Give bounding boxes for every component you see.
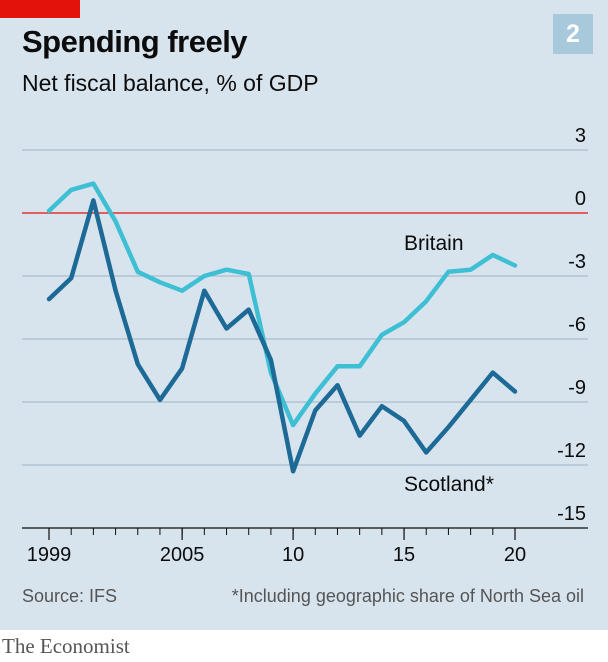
publisher-brand: The Economist [2,634,130,658]
y-tick-label: 0 [575,188,586,210]
series-line-scotland [46,198,518,474]
x-tick-label: 20 [504,544,526,566]
line-chart: 3 0 -3 -6 -9 -12 -15 1999 2005 10 15 20 Britain Scotl… [22,125,588,566]
x-tick-label: 10 [282,544,304,566]
x-tick-label: 15 [393,544,415,566]
y-tick-label: -15 [557,503,586,525]
series-line-britain [46,181,518,428]
chart-subtitle: Net fiscal balance, % of GDP [22,70,319,96]
footnote: *Including geographic share of North Sea… [231,586,584,606]
x-tick-label: 2005 [160,544,205,566]
chart-panel [0,0,608,630]
chart-number-badge: 2 [553,14,593,54]
y-tick-label: 3 [575,125,586,147]
red-tab-marker [0,0,80,18]
series-label-scotland: Scotland* [404,473,494,496]
series-label-britain: Britain [404,232,464,255]
y-tick-label: -9 [568,377,586,399]
source-note: Source: IFS [22,586,118,606]
chart-title: Spending freely [22,24,248,59]
chart-labels: 3 0 -3 -6 -9 -12 -15 1999 2005 10 15 20 Britain Scotl… [27,125,586,566]
series-lines [46,181,518,474]
y-tick-label: -6 [568,314,586,336]
x-tick-label: 1999 [27,544,72,566]
grid-lines [22,149,588,540]
y-tick-label: -3 [568,251,586,273]
y-tick-label: -12 [557,440,586,462]
